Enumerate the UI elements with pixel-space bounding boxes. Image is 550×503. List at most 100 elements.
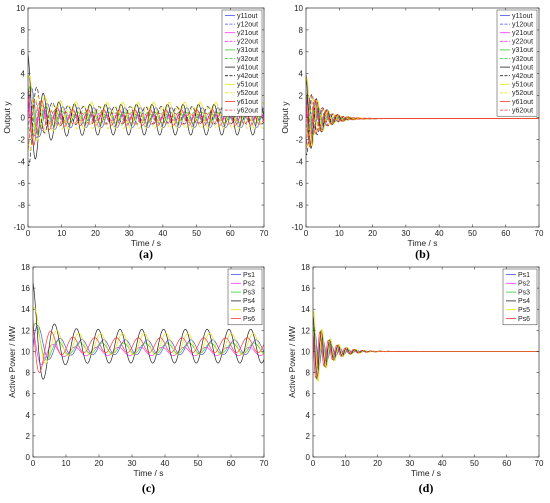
legend-entry: Ps3 (243, 289, 255, 296)
legend-entry: y11out (512, 13, 533, 20)
y-axis-label: Active Power / MW (7, 326, 17, 398)
axes-frame (32, 266, 265, 458)
series-line-Ps5 (33, 306, 264, 364)
x-tick-label: 70 (535, 229, 544, 238)
legend-entry: y12out (237, 21, 258, 28)
series-line-y12out (28, 90, 264, 138)
panel-label: (a) (139, 247, 153, 261)
x-tick-label: 60 (501, 229, 510, 238)
x-tick-label: 70 (260, 459, 269, 468)
legend-entry: y61out (512, 99, 533, 106)
y-tick-label: -8 (18, 201, 26, 210)
y-tick-label: -4 (18, 157, 26, 166)
legend-entry: y21out (512, 30, 533, 37)
legend-entry: Ps2 (243, 281, 255, 288)
panel-label: (d) (419, 481, 434, 495)
legend-entry: y51out (237, 82, 258, 89)
legend-entry: y42out (512, 73, 533, 80)
legend-entry: y61out (237, 99, 258, 106)
y-tick-label: 0 (299, 114, 304, 123)
y-tick-label: 12 (21, 326, 30, 335)
legend-entry: y12out (512, 21, 533, 28)
y-tick-label: 6 (306, 390, 311, 399)
x-tick-label: 40 (158, 229, 167, 238)
legend-entry: Ps4 (518, 298, 530, 305)
x-tick-label: 60 (226, 229, 235, 238)
x-axis-label: Time / s (408, 238, 438, 248)
y-tick-label: 14 (21, 305, 30, 314)
legend-entry: Ps4 (243, 298, 255, 305)
x-tick-label: 70 (260, 229, 269, 238)
y-tick-label: -4 (296, 157, 304, 166)
x-tick-label: 30 (401, 229, 410, 238)
y-tick-label: -8 (296, 201, 304, 210)
x-tick-label: 50 (470, 459, 479, 468)
x-tick-label: 30 (128, 459, 137, 468)
x-tick-label: 20 (373, 459, 382, 468)
series-line-Ps6 (33, 320, 264, 373)
legend-entry: y51out (512, 82, 533, 89)
panel-b: 0 10 20 30 40 50 60 70 -10 -8 -6 -4 -2 0 2 4 6 8 10 Time / … (280, 4, 544, 261)
x-axis-label: Time / s (411, 468, 441, 478)
legend-entry: Ps3 (518, 289, 530, 296)
y-tick-label: 18 (301, 263, 310, 272)
x-tick-label: 30 (405, 459, 414, 468)
x-tick-label: 0 (304, 229, 309, 238)
legend-entry: Ps5 (518, 307, 530, 314)
y-tick-label: 2 (299, 92, 304, 101)
legend-entry: y41out (512, 64, 533, 71)
legend-entry: y62out (512, 107, 533, 114)
x-tick-label: 0 (26, 229, 31, 238)
y-tick-label: -10 (291, 223, 303, 232)
series-line-Ps6 (313, 331, 539, 379)
x-tick-label: 60 (227, 459, 236, 468)
y-tick-label: 6 (299, 48, 304, 57)
x-tick-label: 60 (502, 459, 511, 468)
y-tick-label: 16 (301, 284, 310, 293)
y-tick-label: 8 (21, 26, 26, 35)
legend-entry: Ps6 (518, 316, 530, 323)
x-tick-label: 40 (438, 459, 447, 468)
y-axis-label: Active Power / MW (287, 326, 297, 398)
y-tick-label: 18 (21, 263, 30, 272)
y-tick-label: 16 (21, 284, 30, 293)
series-line-Ps3 (33, 322, 264, 361)
legend-entry: y32out (512, 56, 533, 63)
panel-a: 0 10 20 30 40 50 60 70 -10 -8 -6 -4 -2 0 2 4 6 8 10 Time / … (2, 4, 269, 261)
series-line-y52out (28, 96, 264, 151)
x-tick-label: 10 (335, 229, 344, 238)
y-tick-label: -6 (296, 179, 304, 188)
series-line-y61out (306, 89, 539, 148)
y-tick-label: 2 (21, 92, 26, 101)
y-axis-label: Output y (2, 101, 12, 134)
y-tick-label: 0 (21, 114, 26, 123)
x-tick-label: 50 (468, 229, 477, 238)
x-axis-label: Time / s (134, 468, 164, 478)
panel-c: 0 10 20 30 40 50 60 70 0 2 4 6 8 10 12 14 16 18 Time / s Ac… (7, 263, 269, 495)
y-tick-label: 8 (26, 369, 31, 378)
legend-entry: Ps1 (243, 272, 255, 279)
panel-label: (c) (142, 481, 155, 495)
legend-entry: y31out (512, 47, 533, 54)
legend-entry: y62out (237, 107, 258, 114)
legend-entry: y22out (237, 39, 258, 46)
legend-entry: y52out (512, 90, 533, 97)
y-tick-label: 4 (299, 70, 304, 79)
x-axis-label: Time / s (131, 238, 161, 248)
y-tick-label: 2 (306, 432, 311, 441)
x-tick-label: 50 (194, 459, 203, 468)
x-tick-label: 10 (57, 229, 66, 238)
legend-entry: y22out (512, 39, 533, 46)
y-tick-label: 10 (294, 4, 303, 13)
panel-label: (b) (415, 247, 430, 261)
y-tick-label: 0 (26, 453, 31, 462)
y-tick-label: 12 (301, 326, 310, 335)
plot-area (33, 267, 264, 457)
y-tick-label: 0 (306, 453, 311, 462)
x-tick-label: 20 (91, 229, 100, 238)
